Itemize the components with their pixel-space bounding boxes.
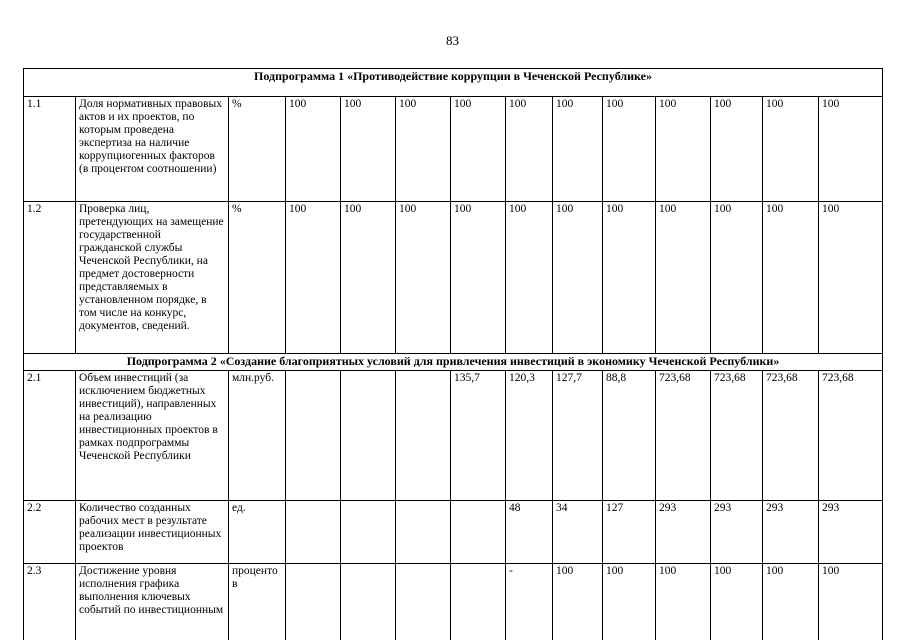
indicators-table-wrap: Подпрограмма 1 «Противодействие коррупци…	[22, 68, 884, 640]
value-cell: 100	[602, 201, 656, 354]
value-cell: 120,3	[505, 370, 553, 501]
value-cell: 100	[395, 201, 451, 354]
value-cell: 293	[710, 500, 763, 564]
value-cell	[285, 563, 341, 640]
value-cell: 100	[655, 201, 711, 354]
value-cell: 100	[762, 96, 819, 202]
value-cell: 100	[655, 563, 711, 640]
value-cell	[450, 500, 506, 564]
value-cell: -	[505, 563, 553, 640]
value-cell: 100	[710, 563, 763, 640]
value-cell: 723,68	[655, 370, 711, 501]
value-cell: 34	[552, 500, 603, 564]
value-cell: 100	[602, 96, 656, 202]
value-cell: 127	[602, 500, 656, 564]
value-cell: 293	[762, 500, 819, 564]
value-cell	[340, 563, 396, 640]
section-header-row: Подпрограмма 2 «Создание благоприятных у…	[22, 353, 884, 371]
value-cell: 293	[817, 500, 884, 564]
value-cell: 100	[817, 201, 884, 354]
value-cell: 100	[395, 96, 451, 202]
value-cell: 100	[340, 96, 396, 202]
unit-cell: %	[228, 96, 286, 202]
value-cell: 135,7	[450, 370, 506, 501]
row-number-cell: 2.1	[23, 370, 76, 501]
value-cell	[285, 500, 341, 564]
value-cell: 100	[762, 201, 819, 354]
value-cell: 100	[817, 563, 884, 640]
value-cell: 100	[602, 563, 656, 640]
value-cell: 100	[552, 201, 603, 354]
value-cell: 100	[450, 96, 506, 202]
value-cell: 100	[655, 96, 711, 202]
value-cell: 100	[505, 201, 553, 354]
table-row: 2.2 Количество созданных рабочих мест в р…	[23, 500, 884, 564]
value-cell: 100	[552, 563, 603, 640]
value-cell: 100	[817, 96, 884, 202]
value-cell: 293	[655, 500, 711, 564]
value-cell: 127,7	[552, 370, 603, 501]
indicators-table: Подпрограмма 1 «Противодействие коррупци…	[22, 68, 884, 640]
value-cell: 723,68	[762, 370, 819, 501]
unit-cell: ед.	[228, 500, 286, 564]
value-cell: 100	[450, 201, 506, 354]
value-cell: 723,68	[817, 370, 884, 501]
value-cell	[340, 500, 396, 564]
section-header: Подпрограмма 2 «Создание благоприятных у…	[22, 353, 884, 371]
indicator-name-cell: Объем инвестиций (за исключением бюджетн…	[75, 370, 229, 501]
indicator-name-cell: Проверка лиц, претендующих на замещение …	[75, 201, 229, 354]
value-cell	[395, 370, 451, 501]
unit-cell: млн.руб.	[228, 370, 286, 501]
row-number-cell: 2.2	[23, 500, 76, 564]
value-cell: 100	[710, 96, 763, 202]
unit-cell: процентов	[228, 563, 286, 640]
indicator-name-cell: Доля нормативных правовых актов и их про…	[75, 96, 229, 202]
value-cell: 100	[285, 201, 341, 354]
row-number-cell: 1.1	[23, 96, 76, 202]
value-cell	[450, 563, 506, 640]
indicator-name-cell: Количество созданных рабочих мест в резу…	[75, 500, 229, 564]
table-row: 1.1 Доля нормативных правовых актов и их …	[23, 96, 884, 202]
value-cell: 88,8	[602, 370, 656, 501]
value-cell: 723,68	[710, 370, 763, 501]
value-cell: 48	[505, 500, 553, 564]
value-cell: 100	[762, 563, 819, 640]
table-row: 1.2 Проверка лиц, претендующих на замещен…	[23, 201, 884, 354]
unit-cell: %	[228, 201, 286, 354]
value-cell: 100	[505, 96, 553, 202]
value-cell	[285, 370, 341, 501]
page-number: 83	[446, 33, 459, 48]
value-cell: 100	[285, 96, 341, 202]
value-cell: 100	[710, 201, 763, 354]
section-header: Подпрограмма 1 «Противодействие коррупци…	[22, 68, 884, 97]
row-number-cell: 2.3	[23, 563, 76, 640]
value-cell	[395, 563, 451, 640]
value-cell	[395, 500, 451, 564]
value-cell: 100	[340, 201, 396, 354]
table-row: 2.3 Достижение уровня исполнения графика …	[23, 563, 884, 640]
indicator-name-cell: Достижение уровня исполнения графика вып…	[75, 563, 229, 640]
value-cell: 100	[552, 96, 603, 202]
row-number-cell: 1.2	[23, 201, 76, 354]
table-row: 2.1 Объем инвестиций (за исключением бюдж…	[23, 370, 884, 501]
section-header-row: Подпрограмма 1 «Противодействие коррупци…	[22, 68, 884, 97]
value-cell	[340, 370, 396, 501]
